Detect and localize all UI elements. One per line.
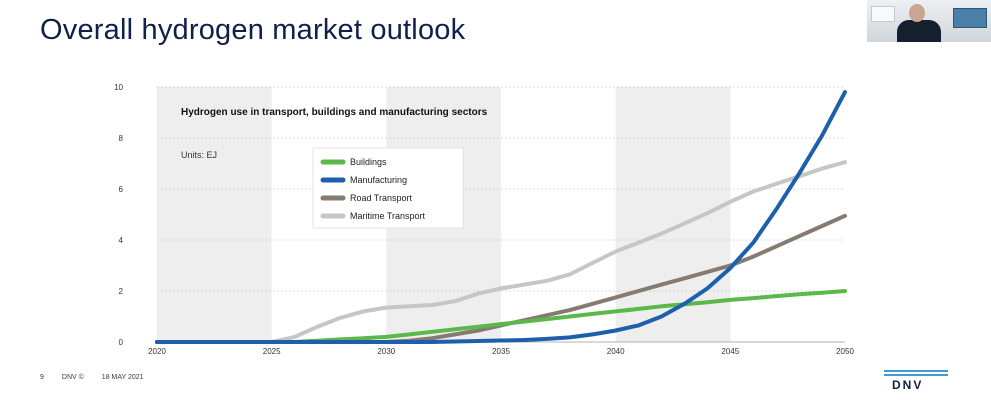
background-band: [615, 87, 731, 342]
legend-label: Maritime Transport: [350, 211, 426, 221]
video-wall-picture: [871, 6, 895, 22]
chart-legend: Buildings Manufacturing Road Transport Mari…: [312, 147, 464, 229]
series-lines: [155, 90, 847, 344]
y-tick-label: 2: [119, 287, 124, 296]
background-band: [157, 87, 272, 342]
presenter-head: [909, 4, 925, 22]
video-wall-screen: [953, 8, 987, 28]
legend-label: Buildings: [350, 157, 387, 167]
x-tick-label: 2050: [836, 347, 854, 356]
slide-title: Overall hydrogen market outlook: [40, 14, 466, 46]
y-tick-label: 0: [119, 338, 124, 347]
x-tick-label: 2025: [263, 347, 281, 356]
slide-footer: 9 DNV © 18 MAY 2021: [40, 374, 144, 381]
logo-text: DNV: [892, 378, 924, 392]
logo-bar-top: [884, 370, 948, 372]
y-axis-tick-labels: 0 2 4 6 8 10: [114, 83, 123, 347]
legend-label: Road Transport: [350, 193, 413, 203]
series-line-manufacturing: [155, 90, 847, 344]
y-tick-label: 6: [119, 185, 124, 194]
series-line-maritime-transport: [155, 160, 847, 344]
hydrogen-use-chart: 0 2 4 6 8 10 2020 2025 2030 2035 2040 2045 2050 Hyd…: [114, 83, 854, 356]
legend-label: Manufacturing: [350, 175, 407, 185]
copyright: DNV ©: [61, 374, 84, 381]
y-tick-label: 4: [119, 236, 124, 245]
logo-bar-bottom: [884, 374, 948, 376]
slide-date: 18 MAY 2021: [101, 374, 144, 381]
x-tick-label: 2040: [607, 347, 625, 356]
presenter-body: [897, 20, 941, 42]
x-axis-tick-labels: 2020 2025 2030 2035 2040 2045 2050: [148, 347, 854, 356]
dnv-logo: DNV: [884, 370, 948, 394]
presenter-video-thumbnail[interactable]: [867, 0, 991, 42]
y-tick-label: 10: [114, 83, 123, 92]
x-tick-label: 2020: [148, 347, 166, 356]
chart-title: Hydrogen use in transport, buildings and…: [181, 107, 488, 118]
y-tick-label: 8: [119, 134, 124, 143]
x-tick-label: 2045: [721, 347, 739, 356]
chart-units: Units: EJ: [181, 150, 217, 160]
page-number: 9: [40, 374, 44, 381]
x-tick-label: 2035: [492, 347, 510, 356]
x-tick-label: 2030: [377, 347, 395, 356]
